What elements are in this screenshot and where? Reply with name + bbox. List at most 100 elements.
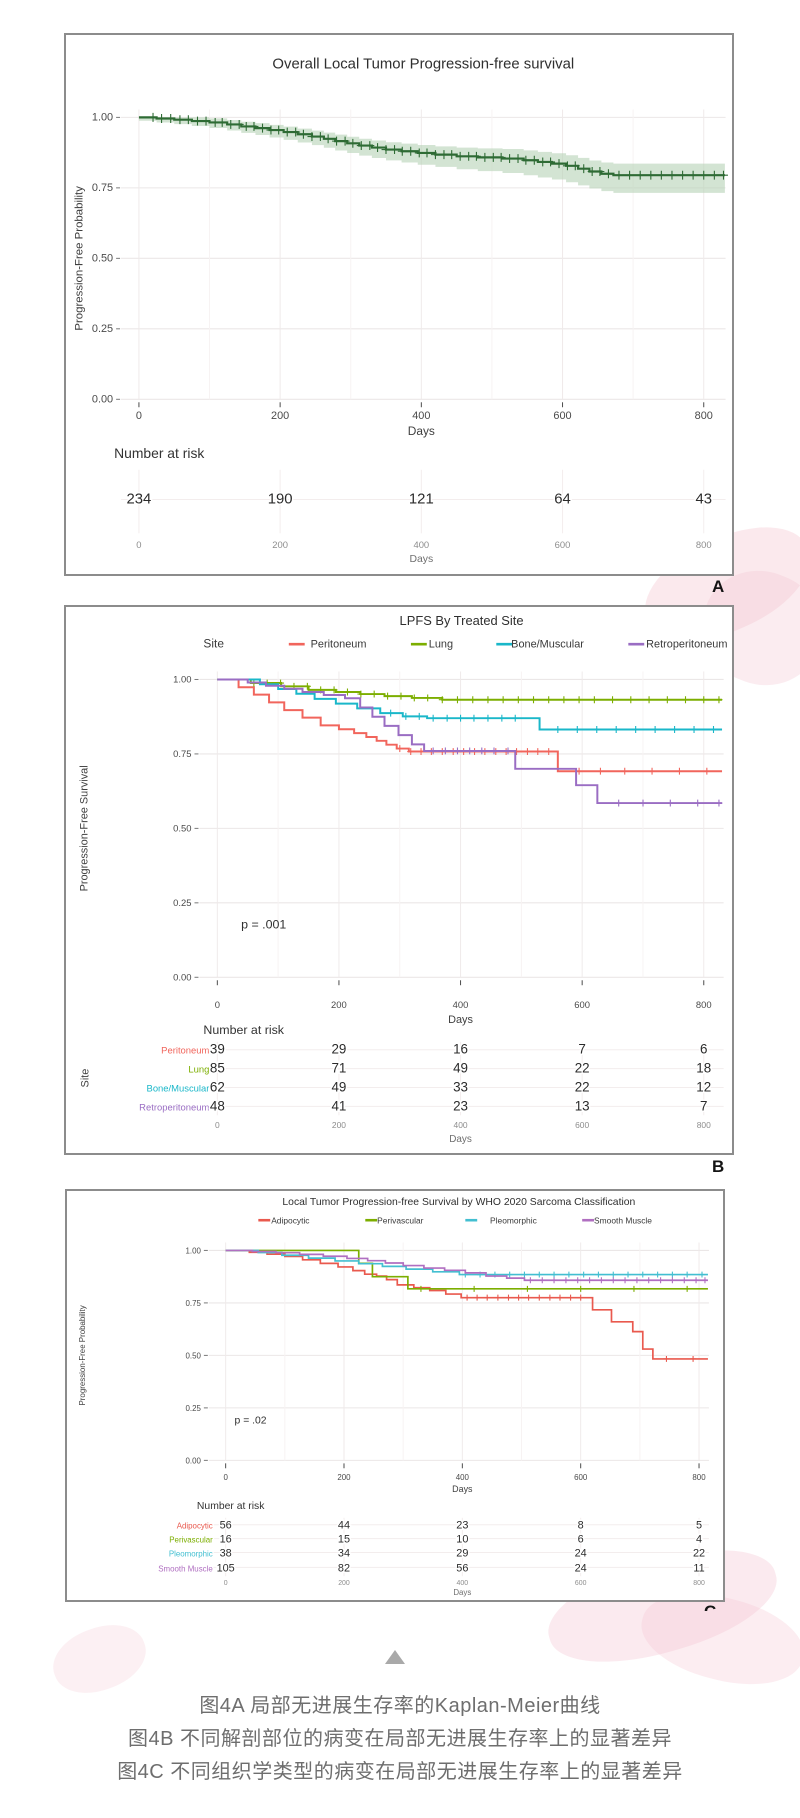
svg-text:Progression-Free Probability: Progression-Free Probability bbox=[78, 1305, 87, 1405]
svg-text:200: 200 bbox=[332, 1120, 346, 1130]
svg-text:Site: Site bbox=[79, 1069, 91, 1088]
y-axis: 0.00 0.25 0.50 0.75 1.00 Progression-Free Pro… bbox=[73, 110, 121, 407]
svg-text:Pleomorphic: Pleomorphic bbox=[490, 1216, 537, 1226]
svg-text:71: 71 bbox=[331, 1061, 346, 1076]
svg-text:0: 0 bbox=[215, 999, 220, 1010]
svg-text:Local Tumor Progression-free S: Local Tumor Progression-free Survival by… bbox=[282, 1197, 635, 1208]
figure-caption: 图4A 局部无进展生存率的Kaplan-Meier曲线 图4B 不同解剖部位的病… bbox=[0, 1690, 800, 1789]
svg-text:8: 8 bbox=[578, 1520, 584, 1532]
panel-letter-b: B bbox=[712, 1157, 725, 1176]
svg-text:0: 0 bbox=[215, 1120, 220, 1130]
svg-text:33: 33 bbox=[453, 1079, 468, 1094]
panel-letter-c: C bbox=[704, 1603, 716, 1611]
svg-text:400: 400 bbox=[453, 999, 469, 1010]
svg-text:4: 4 bbox=[696, 1534, 702, 1546]
svg-text:Days: Days bbox=[452, 1484, 473, 1494]
svg-text:600: 600 bbox=[575, 1120, 589, 1130]
svg-text:400: 400 bbox=[457, 1580, 469, 1587]
svg-text:0.25: 0.25 bbox=[173, 897, 191, 908]
svg-text:39: 39 bbox=[210, 1042, 225, 1057]
svg-text:Retroperitoneum: Retroperitoneum bbox=[139, 1101, 209, 1112]
km-chart-who-classification: Local Tumor Progression-free Survival by… bbox=[78, 1197, 709, 1597]
chart-title: LPFS By Treated Site bbox=[400, 613, 524, 628]
svg-text:600: 600 bbox=[574, 999, 590, 1010]
grid bbox=[199, 671, 724, 1116]
svg-text:800: 800 bbox=[696, 999, 712, 1010]
svg-text:22: 22 bbox=[575, 1079, 590, 1094]
svg-text:800: 800 bbox=[695, 410, 713, 422]
svg-text:11: 11 bbox=[693, 1562, 704, 1574]
chart-title: Local Tumor Progression-free Survival by… bbox=[282, 1197, 635, 1208]
svg-text:Progression-Free Probability: Progression-Free Probability bbox=[73, 186, 85, 331]
km-chart-overall: Overall Local Tumor Progression-free sur… bbox=[73, 57, 728, 565]
svg-text:43: 43 bbox=[695, 492, 712, 508]
svg-text:Peritoneum: Peritoneum bbox=[161, 1045, 209, 1056]
x-axis: 0 200 400 600 800 Days bbox=[134, 402, 714, 438]
svg-text:0: 0 bbox=[136, 410, 142, 422]
svg-text:34: 34 bbox=[338, 1547, 350, 1559]
svg-text:16: 16 bbox=[453, 1042, 468, 1057]
svg-text:15: 15 bbox=[338, 1534, 350, 1546]
svg-text:Days: Days bbox=[409, 554, 433, 565]
caption-line-1: 图4A 局部无进展生存率的Kaplan-Meier曲线 bbox=[199, 1695, 601, 1717]
svg-text:7: 7 bbox=[700, 1098, 707, 1113]
collapse-triangle-icon[interactable] bbox=[385, 1650, 405, 1664]
svg-text:0.75: 0.75 bbox=[92, 182, 113, 194]
y-axis: 0.00 0.25 0.50 0.75 1.00 Progression-Free Pro… bbox=[78, 1245, 208, 1467]
svg-text:85: 85 bbox=[210, 1061, 225, 1076]
svg-text:0.50: 0.50 bbox=[186, 1351, 202, 1360]
svg-text:Pleomorphic: Pleomorphic bbox=[169, 1549, 213, 1558]
censor-marks-retroperitoneum bbox=[429, 747, 723, 807]
svg-text:Number at risk: Number at risk bbox=[114, 445, 204, 461]
censor-marks-bone-muscular bbox=[387, 709, 717, 733]
svg-text:56: 56 bbox=[220, 1520, 232, 1532]
svg-text:5: 5 bbox=[696, 1520, 702, 1532]
svg-text:Smooth Muscle: Smooth Muscle bbox=[594, 1216, 652, 1226]
svg-text:200: 200 bbox=[271, 410, 289, 422]
svg-text:0.25: 0.25 bbox=[186, 1404, 202, 1413]
svg-text:24: 24 bbox=[575, 1547, 587, 1559]
svg-text:0.25: 0.25 bbox=[92, 323, 113, 335]
censor-marks-smooth-muscle bbox=[527, 1277, 708, 1284]
svg-text:29: 29 bbox=[331, 1042, 346, 1057]
confidence-band bbox=[138, 117, 725, 193]
svg-text:190: 190 bbox=[268, 492, 293, 508]
svg-text:Perivascular: Perivascular bbox=[377, 1216, 423, 1226]
svg-text:56: 56 bbox=[456, 1562, 468, 1574]
series-perivascular bbox=[225, 1249, 708, 1290]
svg-text:Site: Site bbox=[203, 637, 224, 651]
x-axis: 0 200 400 600 800 Days bbox=[213, 980, 713, 1026]
svg-text:16: 16 bbox=[220, 1534, 232, 1546]
x-axis: 0 200 400 600 800 Days bbox=[222, 1463, 708, 1494]
svg-text:38: 38 bbox=[220, 1547, 232, 1559]
caption-line-2: 图4B 不同解剖部位的病变在局部无进展生存率上的显著差异 bbox=[127, 1728, 673, 1750]
svg-text:48: 48 bbox=[210, 1098, 225, 1113]
series-peritoneum bbox=[217, 678, 723, 773]
svg-text:Adipocytic: Adipocytic bbox=[177, 1522, 213, 1531]
svg-text:23: 23 bbox=[453, 1098, 468, 1113]
svg-text:400: 400 bbox=[412, 410, 430, 422]
svg-text:600: 600 bbox=[575, 1580, 587, 1587]
legend: Adipocytic Perivascular Pleomorphic Smooth … bbox=[258, 1216, 652, 1226]
chart-title: Overall Local Tumor Progression-free sur… bbox=[272, 57, 574, 73]
svg-text:23: 23 bbox=[456, 1520, 468, 1532]
svg-text:121: 121 bbox=[409, 492, 434, 508]
svg-text:49: 49 bbox=[331, 1079, 346, 1094]
svg-text:800: 800 bbox=[697, 1120, 711, 1130]
svg-text:Adipocytic: Adipocytic bbox=[271, 1216, 309, 1226]
km-panel-overall-lpfs: Overall Local Tumor Progression-free sur… bbox=[64, 33, 734, 576]
svg-text:Overall Local Tumor Progressio: Overall Local Tumor Progression-free sur… bbox=[272, 57, 574, 73]
svg-text:Days: Days bbox=[449, 1134, 472, 1145]
svg-text:Perivascular: Perivascular bbox=[169, 1536, 213, 1545]
risk-table: Number at risk 234 190 121 64 43 bbox=[113, 443, 714, 509]
svg-text:12: 12 bbox=[696, 1079, 711, 1094]
svg-text:400: 400 bbox=[413, 539, 429, 550]
svg-text:Progression-Free Survival: Progression-Free Survival bbox=[78, 765, 90, 891]
svg-text:Days: Days bbox=[453, 1588, 471, 1597]
svg-text:0.50: 0.50 bbox=[92, 252, 113, 264]
series-pleomorphic bbox=[225, 1249, 708, 1276]
svg-text:18: 18 bbox=[696, 1061, 711, 1076]
svg-text:44: 44 bbox=[338, 1520, 350, 1532]
svg-text:200: 200 bbox=[337, 1473, 351, 1482]
svg-text:6: 6 bbox=[700, 1042, 707, 1057]
